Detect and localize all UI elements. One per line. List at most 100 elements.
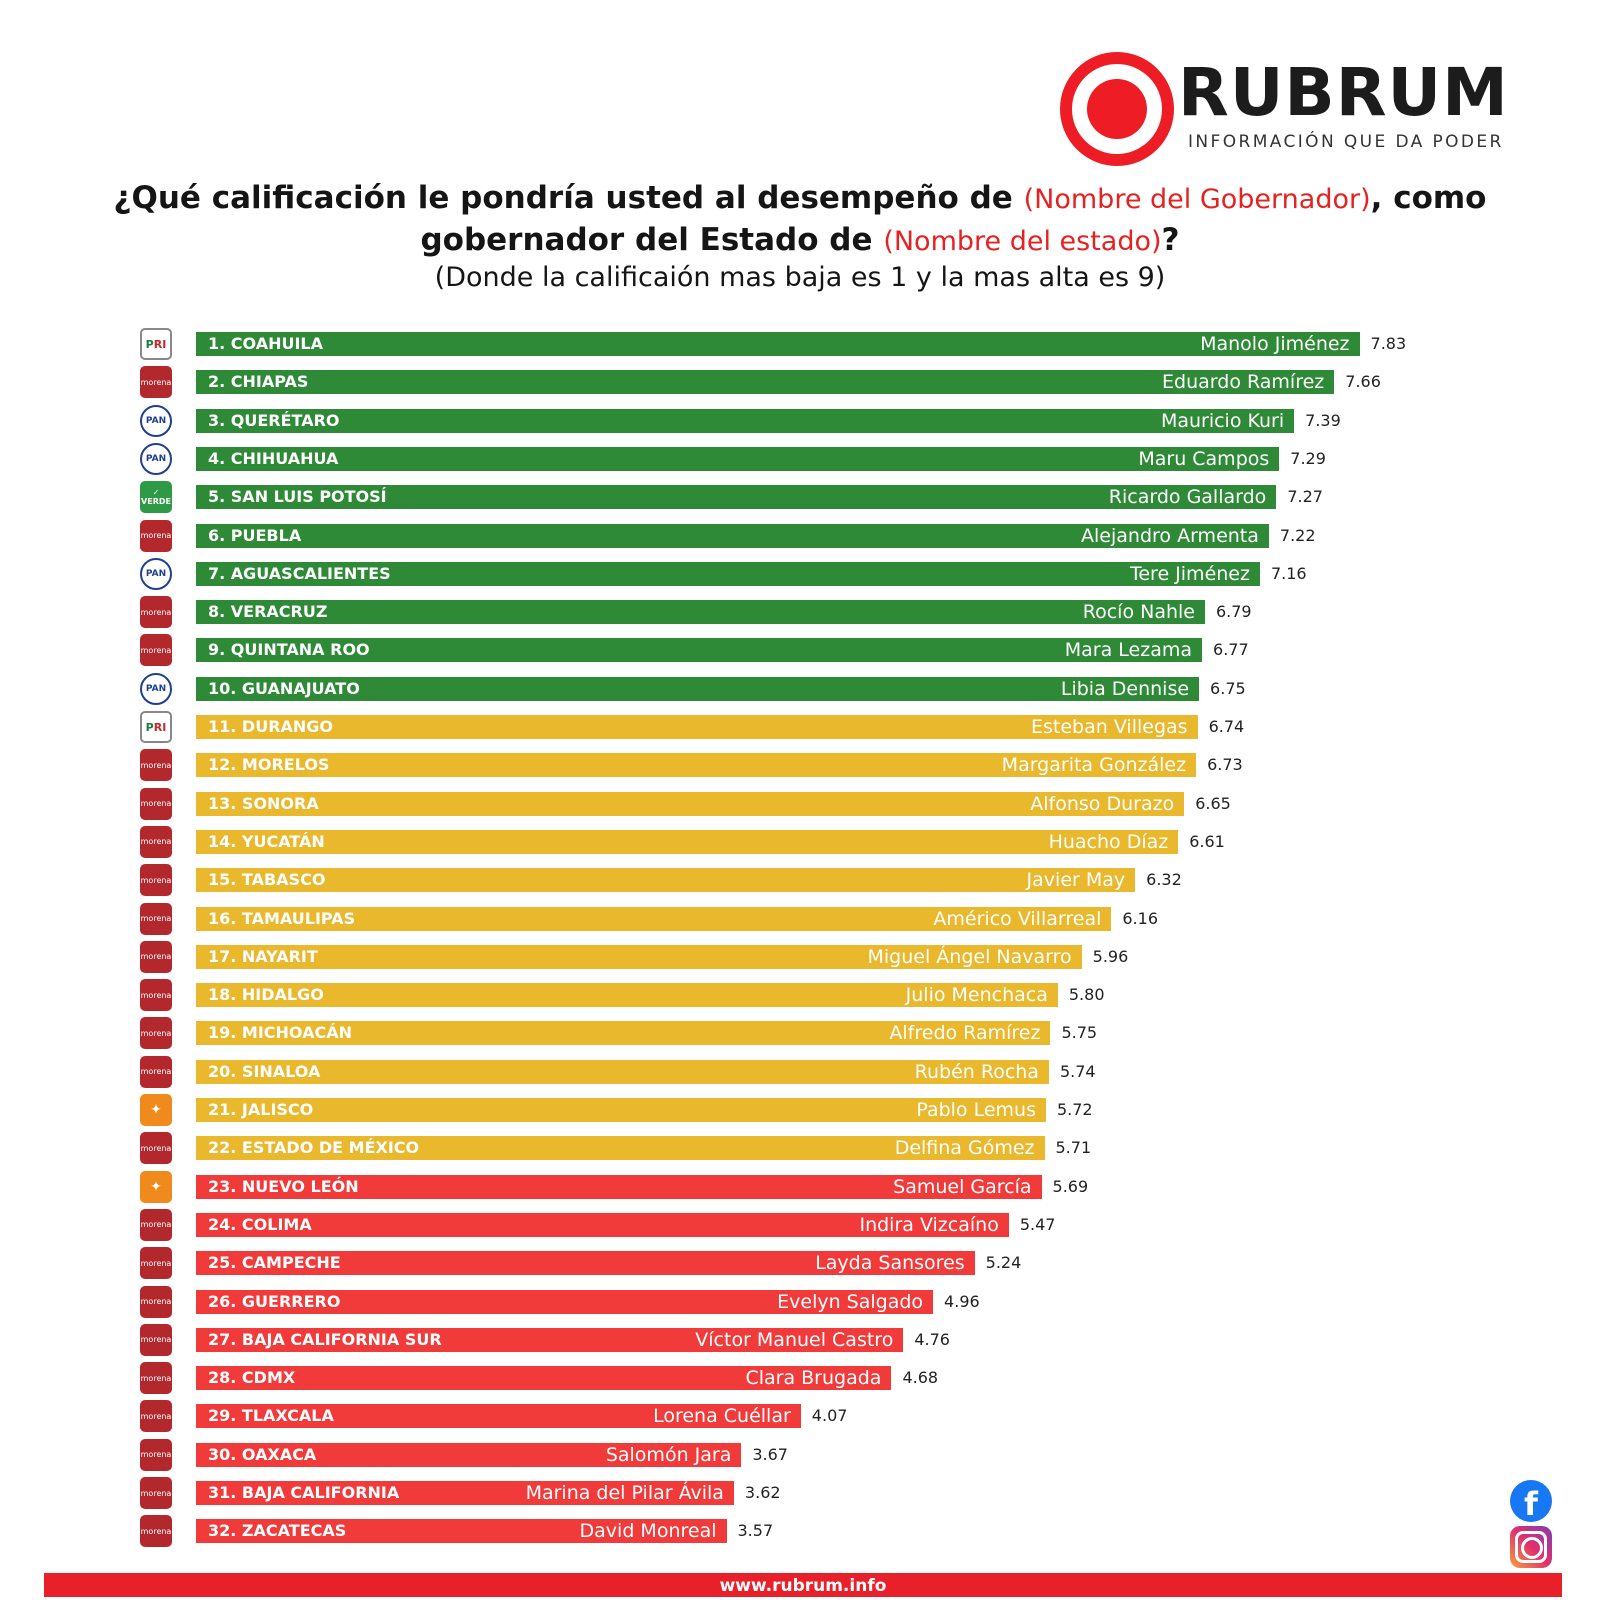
state-label: 25. CAMPECHE bbox=[208, 1253, 341, 1273]
governor-label: David Monreal bbox=[579, 1520, 717, 1543]
state-label: 23. NUEVO LEÓN bbox=[208, 1176, 359, 1196]
morena-logo-icon: morena bbox=[140, 864, 172, 897]
morena-logo-icon: morena bbox=[140, 1477, 172, 1509]
governor-label: Tere Jiménez bbox=[1129, 562, 1250, 585]
value-label: 7.29 bbox=[1290, 448, 1326, 468]
morena-logo-icon: morena bbox=[140, 596, 172, 629]
value-label: 4.68 bbox=[902, 1368, 939, 1388]
state-label: 12. MORELOS bbox=[208, 755, 330, 775]
chart-bar bbox=[196, 1021, 1051, 1046]
governor-label: Américo Villarreal bbox=[933, 907, 1102, 930]
morena-logo-icon: morena bbox=[140, 1247, 172, 1280]
title-part-1: ¿Qué calificación le pondría usted al de… bbox=[113, 180, 1024, 216]
value-label: 6.75 bbox=[1210, 678, 1246, 698]
logo-dot-icon bbox=[1087, 79, 1147, 139]
logo-wordmark: RUBRUM bbox=[1178, 54, 1509, 131]
chart-bar bbox=[196, 1212, 1009, 1237]
state-label: 29. TLAXCALA bbox=[208, 1406, 334, 1426]
value-label: 7.22 bbox=[1279, 525, 1316, 545]
governor-label: Alejandro Armenta bbox=[1081, 524, 1259, 547]
governor-label: Huacho Díaz bbox=[1048, 830, 1169, 853]
chart-bar bbox=[196, 1481, 734, 1505]
governor-label: Víctor Manuel Castro bbox=[695, 1328, 894, 1351]
governor-label: Indira Vizcaíno bbox=[859, 1213, 999, 1236]
state-label: 26. GUERRERO bbox=[208, 1291, 341, 1311]
morena-logo-icon: morena bbox=[140, 1323, 172, 1356]
title-part-3: ? bbox=[1161, 222, 1180, 258]
value-label: 7.39 bbox=[1305, 410, 1341, 430]
chart-bar bbox=[196, 1404, 801, 1429]
chart-bar bbox=[196, 332, 1360, 356]
value-label: 5.24 bbox=[985, 1253, 1022, 1273]
chart-bar bbox=[196, 523, 1269, 548]
state-label: 18. HIDALGO bbox=[208, 985, 324, 1005]
value-label: 6.61 bbox=[1189, 831, 1225, 851]
state-label: 13. SONORA bbox=[208, 793, 319, 813]
footer-url-bar[interactable]: www.rubrum.info bbox=[44, 1573, 1562, 1597]
value-label: 4.96 bbox=[944, 1291, 980, 1311]
logo-tagline: INFORMACIÓN QUE DA PODER bbox=[1188, 132, 1504, 152]
value-label: 6.74 bbox=[1208, 717, 1245, 736]
governor-label: Julio Menchaca bbox=[905, 984, 1048, 1007]
mc-logo-icon: ✦ bbox=[140, 1094, 172, 1126]
chart-bar bbox=[196, 1519, 727, 1544]
value-label: 5.75 bbox=[1061, 1023, 1098, 1043]
chart-bar bbox=[196, 1366, 892, 1391]
value-label: 6.32 bbox=[1146, 870, 1182, 890]
state-label: 7. AGUASCALIENTES bbox=[208, 563, 391, 583]
chart-bar bbox=[196, 1174, 1042, 1199]
governor-label: Maru Campos bbox=[1138, 447, 1270, 470]
chart-bar bbox=[196, 906, 1112, 931]
governor-label: Mauricio Kuri bbox=[1160, 409, 1285, 432]
state-label: 31. BAJA CALIFORNIA bbox=[208, 1483, 400, 1502]
state-label: 2. CHIAPAS bbox=[208, 372, 309, 392]
governor-label: Alfredo Ramírez bbox=[889, 1022, 1041, 1045]
morena-logo-icon: morena bbox=[140, 1017, 172, 1050]
value-label: 6.65 bbox=[1195, 793, 1231, 813]
morena-logo-icon: morena bbox=[140, 634, 172, 667]
morena-logo-icon: morena bbox=[140, 1285, 172, 1318]
chart-bar bbox=[196, 1136, 1045, 1161]
value-label: 7.83 bbox=[1370, 334, 1407, 353]
state-label: 21. JALISCO bbox=[208, 1100, 314, 1119]
value-label: 4.07 bbox=[811, 1406, 848, 1426]
rubrum-logo: RUBRUM INFORMACIÓN QUE DA PODER bbox=[1060, 52, 1540, 166]
governor-label: Rocío Nahle bbox=[1082, 601, 1195, 624]
state-label: 17. NAYARIT bbox=[208, 946, 318, 966]
title-highlight-governor: (Nombre del Gobernador) bbox=[1023, 184, 1371, 215]
governor-label: Manolo Jiménez bbox=[1200, 333, 1350, 355]
pan-logo-icon: PAN bbox=[140, 672, 172, 705]
instagram-icon[interactable] bbox=[1510, 1526, 1552, 1568]
chart-bar bbox=[196, 600, 1205, 625]
mc-logo-icon: ✦ bbox=[140, 1170, 172, 1203]
morena-logo-icon: morena bbox=[140, 1438, 172, 1471]
value-label: 7.16 bbox=[1270, 563, 1307, 583]
chart-bar bbox=[196, 485, 1277, 510]
chart-bar bbox=[196, 944, 1082, 969]
value-label: 6.79 bbox=[1215, 602, 1252, 622]
state-label: 9. QUINTANA ROO bbox=[208, 640, 370, 660]
value-label: 5.47 bbox=[1019, 1214, 1056, 1234]
morena-logo-icon: morena bbox=[140, 366, 172, 399]
state-label: 22. ESTADO DE MÉXICO bbox=[208, 1138, 420, 1158]
governor-label: Javier May bbox=[1026, 869, 1126, 892]
state-label: 27. BAJA CALIFORNIA SUR bbox=[208, 1329, 442, 1349]
value-label: 5.71 bbox=[1055, 1138, 1092, 1158]
state-label: 15. TABASCO bbox=[208, 870, 326, 890]
chart-bar bbox=[196, 561, 1260, 586]
chart-bar bbox=[196, 753, 1197, 778]
facebook-icon[interactable]: f bbox=[1510, 1480, 1552, 1523]
state-label: 8. VERACRUZ bbox=[208, 602, 328, 622]
value-label: 6.16 bbox=[1122, 908, 1158, 928]
governor-label: Layda Sansores bbox=[815, 1252, 965, 1275]
governor-label: Mara Lezama bbox=[1064, 639, 1193, 662]
morena-logo-icon: morena bbox=[140, 902, 172, 935]
governor-label: Eduardo Ramírez bbox=[1162, 371, 1325, 394]
value-label: 5.74 bbox=[1059, 1061, 1096, 1081]
morena-logo-icon: morena bbox=[140, 940, 172, 973]
chart-bar bbox=[196, 868, 1136, 893]
chart-bar bbox=[196, 1098, 1046, 1122]
